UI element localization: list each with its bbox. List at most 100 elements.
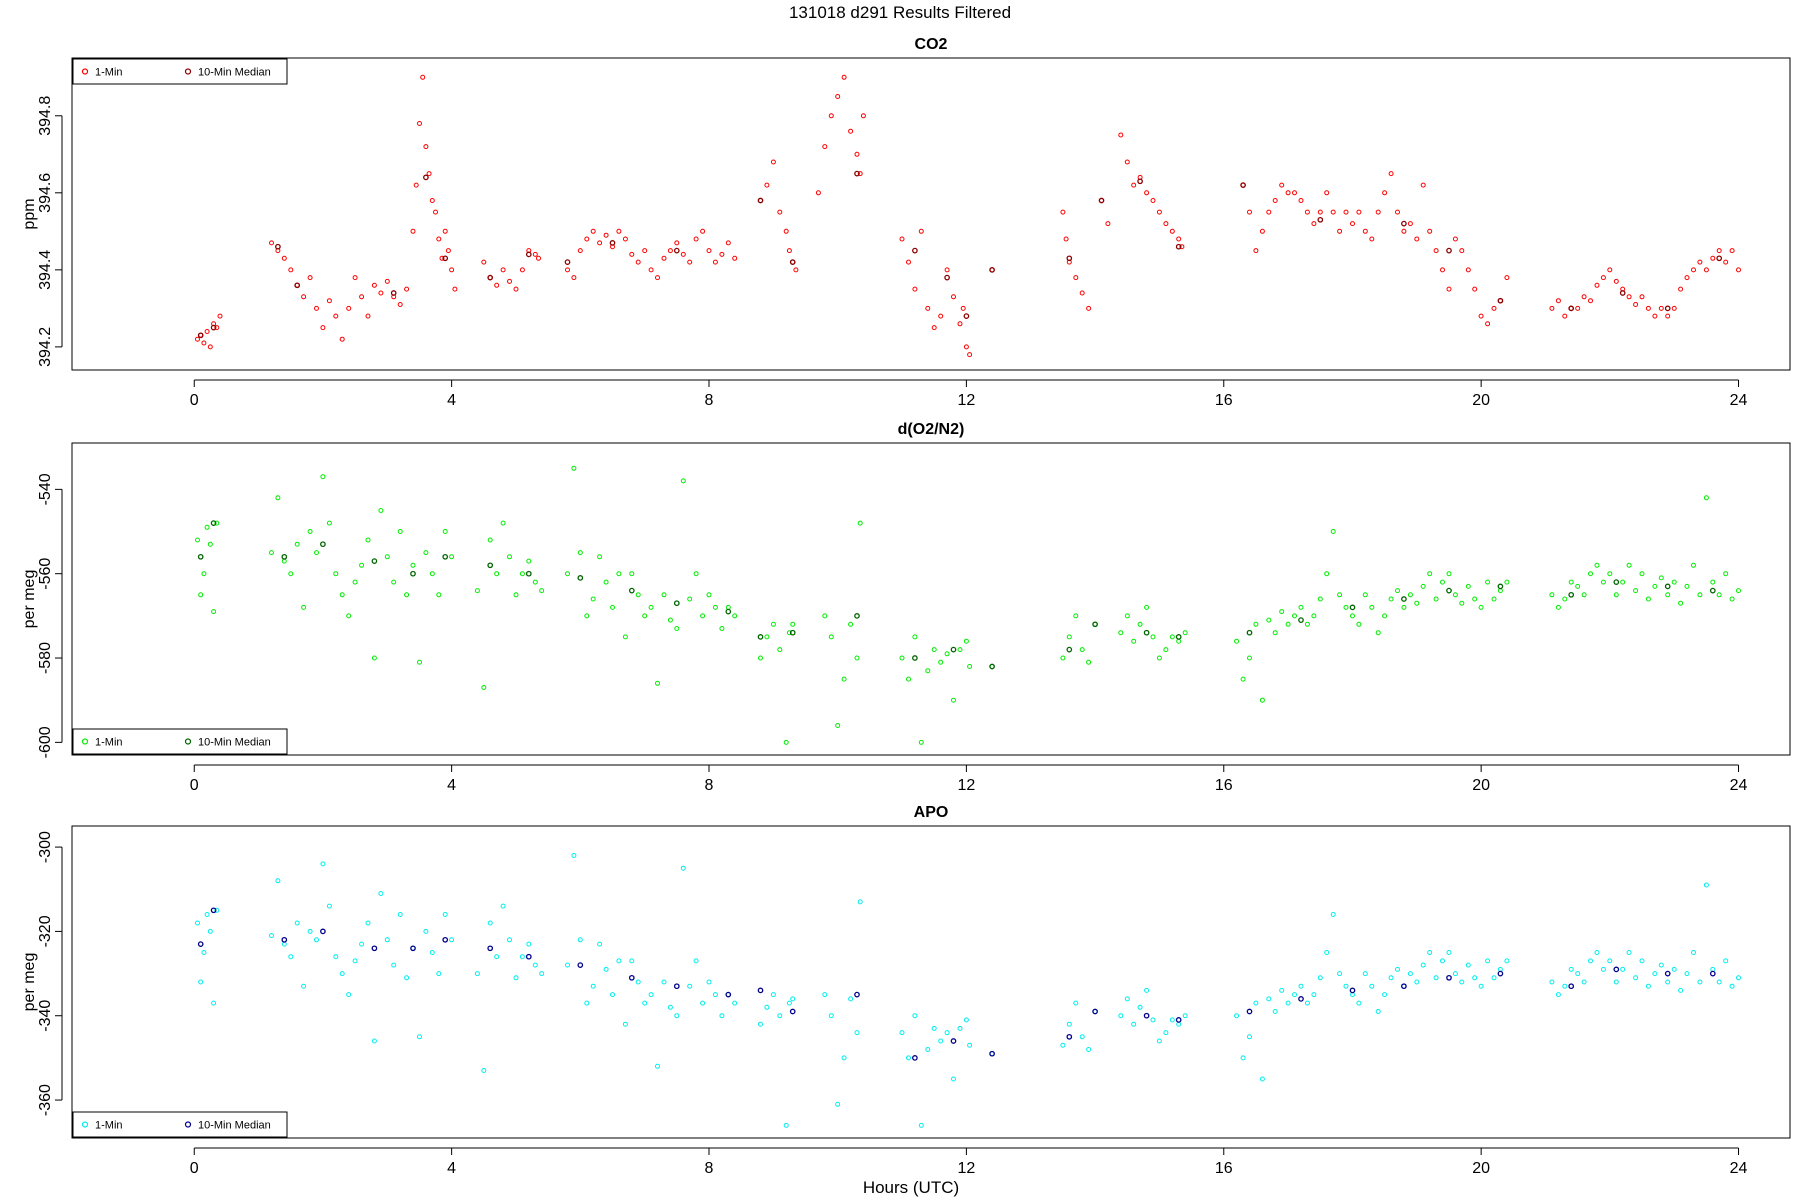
data-point-1-min	[413, 182, 419, 188]
data-point-1-min	[1626, 950, 1632, 955]
data-point-1-min	[339, 336, 345, 342]
panel-3-legend-marker-10-min-median	[184, 1121, 192, 1128]
data-point-1-min	[1697, 592, 1703, 598]
data-point-1-min	[1613, 278, 1619, 284]
data-point-1-min	[1272, 1009, 1278, 1014]
data-point-1-min	[655, 275, 660, 281]
data-point-1-min	[1150, 1017, 1156, 1023]
data-point-1-min	[1292, 992, 1297, 998]
data-point-1-min	[1086, 1047, 1092, 1052]
panel-1-x-tick-label: 20	[1472, 392, 1490, 409]
data-point-1-min	[439, 255, 445, 261]
data-point-1-min	[1588, 958, 1593, 964]
data-point-1-min	[931, 325, 937, 331]
data-point-1-min	[1555, 298, 1561, 304]
data-point-1-min	[1414, 600, 1420, 606]
data-point-10-min-median	[789, 259, 796, 265]
data-point-10-min-median	[1497, 970, 1504, 977]
data-point-1-min	[1491, 305, 1497, 311]
data-point-1-min	[1362, 971, 1368, 977]
panel-3-y-tick-label: -320	[37, 915, 54, 947]
data-point-1-min	[1343, 604, 1349, 610]
data-point-1-min	[1716, 979, 1722, 985]
data-point-1-min	[532, 579, 538, 585]
data-point-1-min	[1465, 583, 1471, 589]
data-point-1-min	[339, 971, 345, 977]
data-point-1-min	[770, 621, 776, 627]
data-point-1-min	[1736, 975, 1741, 981]
data-point-10-min-median	[673, 247, 680, 254]
data-point-1-min	[828, 634, 834, 640]
data-point-10-min-median	[944, 274, 950, 281]
data-point-1-min	[1658, 305, 1664, 311]
data-point-1-min	[1703, 267, 1709, 273]
data-point-1-min	[622, 1021, 628, 1027]
data-point-1-min	[1427, 571, 1433, 577]
data-point-1-min	[1407, 592, 1413, 598]
data-point-10-min-median	[1143, 1012, 1150, 1019]
panel-2-x-tick-label: 12	[957, 777, 975, 794]
data-point-1-min	[207, 928, 213, 934]
panel-2: d(O2/N2) 0 4 8 12 16 20 24 -600 -580 -560 -540 per m…	[21, 421, 1791, 794]
data-point-1-min	[1169, 634, 1175, 640]
data-point-10-min-median	[673, 600, 680, 607]
data-point-1-min	[616, 571, 622, 577]
data-point-1-min	[269, 933, 274, 939]
data-point-1-min	[1684, 971, 1690, 977]
data-point-1-min	[207, 344, 213, 350]
data-point-10-min-median	[950, 1038, 957, 1044]
data-point-1-min	[1272, 630, 1278, 636]
data-point-1-min	[906, 676, 911, 682]
data-point-1-min	[1247, 655, 1252, 661]
data-point-10-min-median	[854, 991, 860, 998]
data-point-10-min-median	[1568, 591, 1575, 598]
data-point-10-min-median	[912, 655, 918, 661]
data-point-1-min	[1086, 659, 1092, 665]
data-point-1-min	[1581, 592, 1587, 598]
data-point-1-min	[481, 259, 487, 265]
data-point-1-min	[629, 958, 635, 964]
data-point-1-min	[1645, 305, 1651, 311]
panel-1-x-tick-label: 0	[190, 392, 199, 409]
data-point-1-min	[967, 1042, 973, 1048]
data-point-10-min-median	[1568, 983, 1575, 990]
data-point-1-min	[1060, 655, 1066, 661]
data-point-1-min	[1285, 621, 1291, 627]
data-point-1-min	[1137, 621, 1143, 627]
data-point-1-min	[854, 1030, 860, 1036]
data-point-10-min-median	[320, 541, 326, 548]
panel-2-legend-label-1-min: 1-Min	[95, 737, 123, 749]
data-point-1-min	[706, 248, 712, 254]
data-point-1-min	[536, 255, 541, 261]
panel-2-legend-box	[72, 728, 288, 755]
data-point-1-min	[1665, 313, 1671, 319]
data-point-1-min	[1678, 987, 1684, 993]
data-point-1-min	[835, 94, 841, 99]
data-point-1-min	[571, 275, 577, 281]
data-point-10-min-median	[1098, 197, 1105, 204]
data-point-1-min	[828, 1013, 834, 1019]
data-point-1-min	[333, 571, 339, 577]
data-point-1-min	[539, 971, 545, 977]
data-point-1-min	[195, 920, 200, 926]
data-point-1-min	[1343, 983, 1349, 989]
panel-3-y-tick-label: -340	[37, 1000, 54, 1032]
data-point-1-min	[1420, 182, 1426, 188]
data-point-10-min-median	[628, 587, 635, 594]
panel-3-series-10-min-median	[197, 907, 1716, 1061]
data-point-1-min	[1729, 596, 1735, 602]
data-point-1-min	[967, 664, 973, 669]
data-point-1-min	[777, 1013, 783, 1019]
data-point-1-min	[1652, 583, 1658, 589]
data-point-1-min	[1459, 248, 1465, 254]
data-point-1-min	[1504, 579, 1510, 585]
data-point-1-min	[906, 1055, 911, 1061]
data-point-1-min	[1292, 613, 1297, 619]
figure-title: 131018 d291 Results Filtered	[789, 3, 1011, 22]
data-point-1-min	[198, 592, 204, 598]
data-point-1-min	[1337, 228, 1343, 234]
panel-1-legend-marker-10-min-median	[184, 68, 192, 75]
data-point-1-min	[1124, 996, 1130, 1002]
data-point-1-min	[1626, 562, 1632, 568]
data-point-1-min	[642, 1000, 648, 1006]
